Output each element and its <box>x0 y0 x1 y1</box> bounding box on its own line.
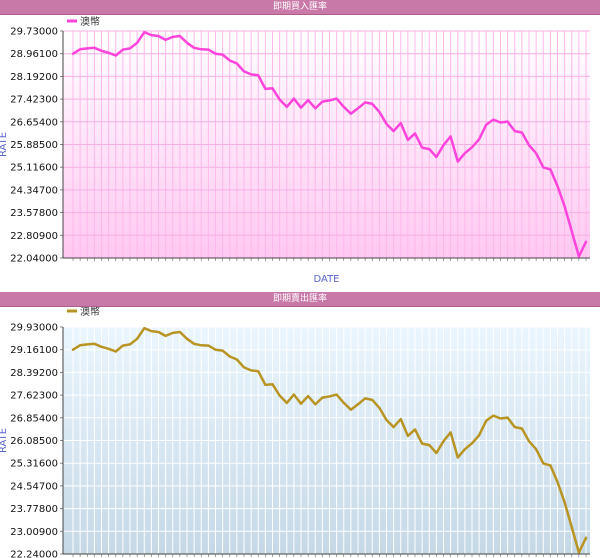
y-axis-label: RATE <box>0 428 9 453</box>
series-line <box>71 30 588 258</box>
buy-rate-panel: 即期買入匯率 29.73000 28.96100 28.19200 27.42300 2… <box>0 0 600 285</box>
y-axis-label: RATE <box>0 132 9 157</box>
y-tick-label: 25.88500 <box>10 140 58 151</box>
legend-label: 澳幣 <box>80 307 100 318</box>
y-tick-label: 25.31600 <box>10 459 58 470</box>
x-axis-label: DATE <box>313 274 339 285</box>
y-tick-label: 29.93000 <box>10 323 58 334</box>
y-tick-label: 24.34700 <box>10 185 58 196</box>
buy-rate-chart: 29.73000 28.96100 28.19200 27.42300 26.65400… <box>0 15 590 285</box>
y-tick-label: 26.85400 <box>10 413 58 424</box>
sell-rate-panel: 即期賣出匯率 29.93000 29.16100 28.39200 27.62300 2… <box>0 292 600 558</box>
y-tick-label: 28.39200 <box>10 368 58 379</box>
y-tick-label: 22.04000 <box>10 254 58 265</box>
y-tick-label: 27.42300 <box>10 95 58 106</box>
y-tick-label: 23.00900 <box>10 527 58 538</box>
y-tick-label: 23.77800 <box>10 504 58 515</box>
buy-rate-title: 即期買入匯率 <box>0 0 600 15</box>
y-tick-label: 24.54700 <box>10 481 58 492</box>
y-tick-label: 26.65400 <box>10 117 58 128</box>
y-tick-label: 22.80900 <box>10 231 58 242</box>
y-tick-label: 29.16100 <box>10 345 58 356</box>
y-tick-label: 28.19200 <box>10 72 58 83</box>
legend-label: 澳幣 <box>80 15 100 28</box>
y-tick-label: 26.08500 <box>10 436 58 447</box>
sell-rate-chart: 29.93000 29.16100 28.39200 27.62300 26.85400… <box>0 307 590 558</box>
sell-rate-title: 即期賣出匯率 <box>0 292 600 307</box>
y-tick-label: 29.73000 <box>10 27 58 38</box>
series-line <box>71 326 588 554</box>
y-tick-label: 28.96100 <box>10 49 58 60</box>
y-tick-label: 25.11600 <box>10 163 58 174</box>
y-tick-label: 23.57800 <box>10 208 58 219</box>
y-tick-label: 27.62300 <box>10 391 58 402</box>
y-tick-label: 22.24000 <box>10 550 58 558</box>
